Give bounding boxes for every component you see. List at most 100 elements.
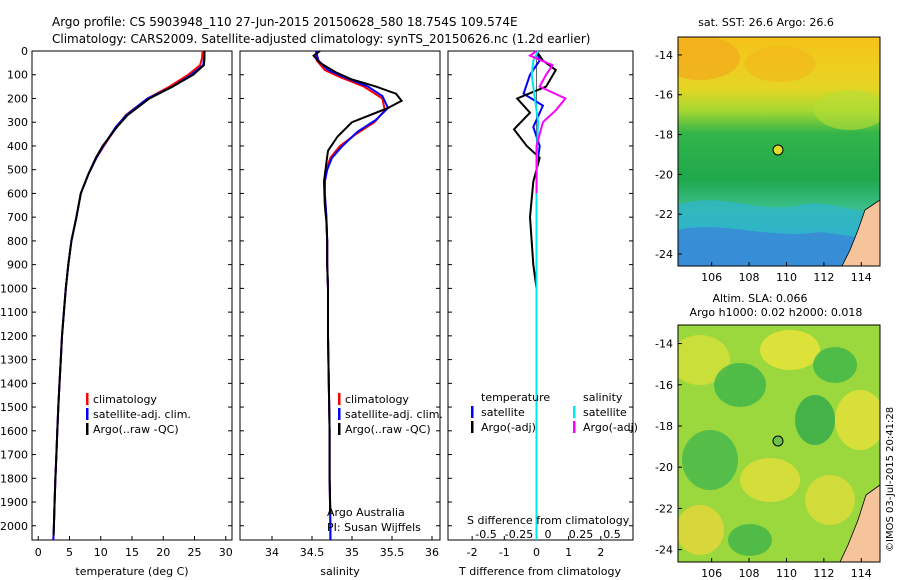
lon-tick-label: 114 bbox=[851, 567, 872, 580]
depth-tick-label: 1000 bbox=[0, 282, 28, 295]
legend-argo: Argo(..raw -QC) bbox=[93, 423, 179, 436]
lat-tick-label: -18 bbox=[655, 129, 673, 142]
depth-tick-label: 900 bbox=[7, 259, 28, 272]
lon-tick-label: 110 bbox=[776, 567, 797, 580]
x-tick-label: 34 bbox=[265, 546, 279, 559]
legend-s-satellite: satellite bbox=[583, 406, 627, 419]
argo-location-marker bbox=[772, 144, 784, 156]
lat-tick-label: -24 bbox=[655, 248, 673, 261]
lat-tick-label: -22 bbox=[655, 208, 673, 221]
temperature-panel bbox=[31, 50, 233, 541]
x-tick-label: 35 bbox=[345, 546, 359, 559]
legend-argo-s: Argo(..raw -QC) bbox=[345, 423, 431, 436]
series-satellite-adj--clim- bbox=[315, 50, 390, 540]
depth-tick-label: 200 bbox=[7, 92, 28, 105]
lat-tick-label: -22 bbox=[655, 502, 673, 515]
s-diff-tick-label: 0.5 bbox=[603, 528, 621, 541]
legend-s-argo: Argo(-adj) bbox=[583, 421, 638, 434]
lat-tick-label: -24 bbox=[655, 544, 673, 557]
x-tick-label: 0 bbox=[533, 546, 540, 559]
sst-title: sat. SST: 26.6 Argo: 26.6 bbox=[698, 16, 834, 29]
x-tick-label: 30 bbox=[219, 546, 233, 559]
credit-org: Argo Australia bbox=[327, 506, 405, 519]
lon-tick-label: 106 bbox=[701, 567, 722, 580]
lat-tick-label: -20 bbox=[655, 168, 673, 181]
salinity-xlabel: salinity bbox=[320, 565, 360, 578]
depth-tick-label: 1700 bbox=[0, 449, 28, 462]
lat-tick-label: -18 bbox=[655, 420, 673, 433]
series-s-argo--adj- bbox=[527, 50, 567, 194]
depth-tick-label: 1900 bbox=[0, 496, 28, 509]
depth-tick-label: 800 bbox=[7, 235, 28, 248]
t-diff-xlabel: T difference from climatology bbox=[458, 565, 621, 578]
depth-tick-label: 1400 bbox=[0, 377, 28, 390]
salinity-legend: climatology satellite-adj. clim. Argo(..… bbox=[338, 393, 443, 436]
series-climatology bbox=[52, 50, 204, 541]
lon-tick-label: 108 bbox=[739, 567, 760, 580]
lon-tick-label: 108 bbox=[739, 271, 760, 284]
x-tick-label: 20 bbox=[156, 546, 170, 559]
panel-1-marks: 34 34.5 35 35.5 36 bbox=[240, 50, 440, 559]
depth-tick-label: 0 bbox=[21, 45, 28, 58]
series-argo---raw--qc- bbox=[312, 50, 404, 514]
lon-tick-label: 112 bbox=[813, 567, 834, 580]
depth-tick-label: 1600 bbox=[0, 425, 28, 438]
depth-tick-label: 1800 bbox=[0, 472, 28, 485]
depth-tick-label: 1300 bbox=[0, 354, 28, 367]
difference-panel bbox=[447, 50, 634, 541]
depth-tick-label: 1200 bbox=[0, 330, 28, 343]
depth-tick-label: 2000 bbox=[0, 520, 28, 533]
depth-tick-label: 1500 bbox=[0, 401, 28, 414]
header-line1: Argo profile: CS 5903948_110 27-Jun-2015… bbox=[52, 15, 518, 29]
lat-tick-label: -16 bbox=[655, 379, 673, 392]
x-tick-label: 35.5 bbox=[380, 546, 405, 559]
x-tick-label: 36 bbox=[425, 546, 439, 559]
series-s-satellite bbox=[530, 50, 540, 540]
lon-tick-label: 114 bbox=[851, 271, 872, 284]
s-diff-tick-label: 0.25 bbox=[569, 528, 594, 541]
x-tick-label: 5 bbox=[66, 546, 73, 559]
sla-title1: Altim. SLA: 0.066 bbox=[712, 292, 807, 305]
x-tick-label: -2 bbox=[467, 546, 478, 559]
s-diff-tick-label: 0 bbox=[545, 528, 552, 541]
header-line2: Climatology: CARS2009. Satellite-adjuste… bbox=[52, 32, 590, 46]
x-tick-label: 10 bbox=[94, 546, 108, 559]
lat-tick-label: -16 bbox=[655, 89, 673, 102]
lat-tick-label: -20 bbox=[655, 461, 673, 474]
depth-tick-label: 400 bbox=[7, 140, 28, 153]
x-tick-label: 15 bbox=[125, 546, 139, 559]
s-diff-ticks: -0.5 -0.25 0 0.25 0.5 bbox=[475, 528, 620, 541]
salinity-panel bbox=[239, 50, 441, 541]
legend-t-argo: Argo(-adj) bbox=[481, 421, 536, 434]
sst-axes: -14 -16 -18 -20 -22 -24 106 108 110 112 114 bbox=[655, 49, 872, 284]
panel-0-marks: 0 5 10 15 20 25 30 bbox=[32, 50, 233, 559]
temperature-legend: climatology satellite-adj. clim. Argo(..… bbox=[86, 393, 191, 436]
imos-stamp: ©IMOS 03-Jul-2015 20:41:28 bbox=[885, 407, 896, 552]
depth-tick-label: 100 bbox=[7, 69, 28, 82]
difference-legend: temperature salinity satellite Argo(-adj… bbox=[471, 391, 638, 434]
lat-tick-label: -14 bbox=[655, 338, 673, 351]
lon-tick-label: 112 bbox=[813, 271, 834, 284]
temperature-xlabel: temperature (deg C) bbox=[75, 565, 188, 578]
x-tick-label: 34.5 bbox=[300, 546, 325, 559]
s-diff-tick-label: -0.5 bbox=[475, 528, 496, 541]
sla-title2: Argo h1000: 0.02 h2000: 0.018 bbox=[690, 306, 863, 319]
lat-tick-label: -14 bbox=[655, 49, 673, 62]
depth-tick-label: 500 bbox=[7, 164, 28, 177]
depth-axis: 0 100 200 300 400 500 600 700 800 900 1000 1100 1200… bbox=[0, 45, 28, 533]
sla-axes: -14 -16 -18 -20 -22 -24 106 108 110 112 114 bbox=[655, 338, 872, 580]
lon-tick-label: 106 bbox=[701, 271, 722, 284]
depth-tick-label: 700 bbox=[7, 211, 28, 224]
legend-temperature: temperature bbox=[481, 391, 550, 404]
x-tick-label: -1 bbox=[499, 546, 510, 559]
depth-tick-label: 300 bbox=[7, 116, 28, 129]
depth-tick-label: 1100 bbox=[0, 306, 28, 319]
s-diff-label: S difference from climatology bbox=[467, 514, 630, 527]
credit-pi: PI: Susan Wijffels bbox=[327, 521, 421, 534]
series-satellite-adj--clim- bbox=[52, 50, 206, 541]
legend-salinity: salinity bbox=[583, 391, 623, 404]
x-tick-label: 2 bbox=[597, 546, 604, 559]
depth-tick-label: 600 bbox=[7, 187, 28, 200]
x-tick-label: 0 bbox=[35, 546, 42, 559]
